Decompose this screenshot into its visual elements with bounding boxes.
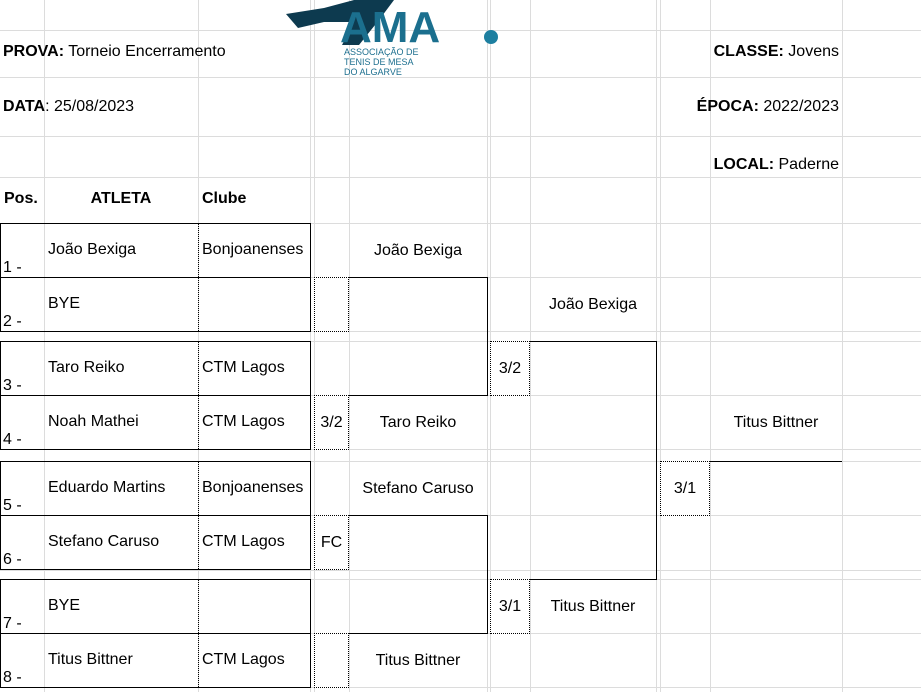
gridline <box>44 0 45 692</box>
player-position: 7 - <box>3 615 22 632</box>
gridline <box>0 177 921 178</box>
gridline <box>0 461 921 462</box>
pos-column-header: Pos. <box>4 190 38 207</box>
gridline <box>0 579 921 580</box>
prova-label: PROVA: <box>3 43 65 60</box>
player-name: Taro Reiko <box>48 359 125 376</box>
clube-column-header: Clube <box>202 190 247 207</box>
gridline <box>842 0 843 692</box>
player-name: Eduardo Martins <box>48 479 166 496</box>
local-label: LOCAL: <box>713 156 775 173</box>
player-club: Bonjoanenses <box>202 479 304 496</box>
round2-score <box>314 277 349 332</box>
gridline <box>0 570 921 571</box>
round2-connector <box>314 515 488 634</box>
divider <box>0 515 311 516</box>
classe-field: CLASSE: Jovens <box>714 43 839 61</box>
player-position: 3 - <box>3 377 22 394</box>
player-club: CTM Lagos <box>202 533 285 550</box>
gridline <box>0 687 921 688</box>
semis-connector <box>490 341 657 580</box>
round2-score <box>314 633 349 688</box>
gridline <box>530 0 531 692</box>
epoca-value: 2022/2023 <box>763 98 839 115</box>
local-value: Paderne <box>778 156 840 173</box>
round2-score: 3/2 <box>314 395 349 450</box>
final-winner: Titus Bittner <box>733 414 819 431</box>
svg-text:AMA: AMA <box>340 3 440 46</box>
round2-winner: Titus Bittner <box>375 652 461 669</box>
round2-winner: Stefano Caruso <box>362 480 474 497</box>
player-name: BYE <box>48 597 81 614</box>
club-divider <box>198 223 199 331</box>
player-club: CTM Lagos <box>202 359 285 376</box>
gridline <box>0 136 921 137</box>
logo-line: DO ALGARVE <box>344 67 402 77</box>
gridline <box>0 341 921 342</box>
round2-winner: João Bexiga <box>373 242 463 259</box>
round2-winner: Taro Reiko <box>379 414 457 431</box>
club-divider <box>198 341 199 449</box>
player-position: 1 - <box>3 259 22 276</box>
semis-winner: Titus Bittner <box>550 598 636 615</box>
epoca-field: ÉPOCA: 2022/2023 <box>697 98 839 116</box>
player-position: 4 - <box>3 431 22 448</box>
round2-connector <box>314 277 488 396</box>
atleta-column-header: ATLETA <box>90 190 152 207</box>
gridline <box>0 449 921 450</box>
gridline <box>0 223 921 224</box>
logo-subtitle: ASSOCIAÇÃO DE TENIS DE MESA DO ALGARVE <box>344 47 419 77</box>
final-score: 3/1 <box>660 461 710 516</box>
gridline <box>710 0 711 692</box>
player-club: Bonjoanenses <box>202 241 304 258</box>
semis-score: 3/1 <box>490 579 530 634</box>
semis-score: 3/2 <box>490 341 530 396</box>
player-name: Titus Bittner <box>48 651 133 668</box>
gridline <box>314 0 315 692</box>
gridline <box>660 0 661 692</box>
semis-winner: João Bexiga <box>548 296 638 313</box>
gridline <box>0 30 921 31</box>
player-name: Noah Mathei <box>48 413 139 430</box>
player-position: 6 - <box>3 551 22 568</box>
local-field: LOCAL: Paderne <box>714 156 839 174</box>
data-value: : 25/08/2023 <box>45 98 135 115</box>
divider <box>0 277 311 278</box>
gridline <box>349 0 350 692</box>
gridline <box>0 331 921 332</box>
divider <box>0 633 311 634</box>
epoca-label: ÉPOCA: <box>696 98 759 115</box>
player-position: 8 - <box>3 669 22 686</box>
player-club: CTM Lagos <box>202 413 285 430</box>
player-name: João Bexiga <box>48 241 137 258</box>
classe-label: CLASSE: <box>713 43 784 60</box>
atma-logo: AMA <box>286 0 498 46</box>
player-name: Stefano Caruso <box>48 533 160 550</box>
logo-line: TENIS DE MESA <box>344 57 414 67</box>
divider <box>0 395 311 396</box>
player-position: 2 - <box>3 313 22 330</box>
club-divider <box>198 579 199 687</box>
data-field: DATA: 25/08/2023 <box>3 98 134 116</box>
gridline <box>0 77 921 78</box>
player-name: BYE <box>48 295 81 312</box>
final-line <box>660 461 842 462</box>
data-label: DATA <box>3 98 46 115</box>
logo-line: ASSOCIAÇÃO DE <box>344 47 419 57</box>
prova-value: Torneio Encerramento <box>68 43 226 60</box>
round2-score: FC <box>314 515 349 570</box>
prova-field: PROVA: Torneio Encerramento <box>3 43 226 61</box>
classe-value: Jovens <box>788 43 839 60</box>
club-divider <box>198 461 199 569</box>
player-position: 5 - <box>3 497 22 514</box>
player-club: CTM Lagos <box>202 651 285 668</box>
